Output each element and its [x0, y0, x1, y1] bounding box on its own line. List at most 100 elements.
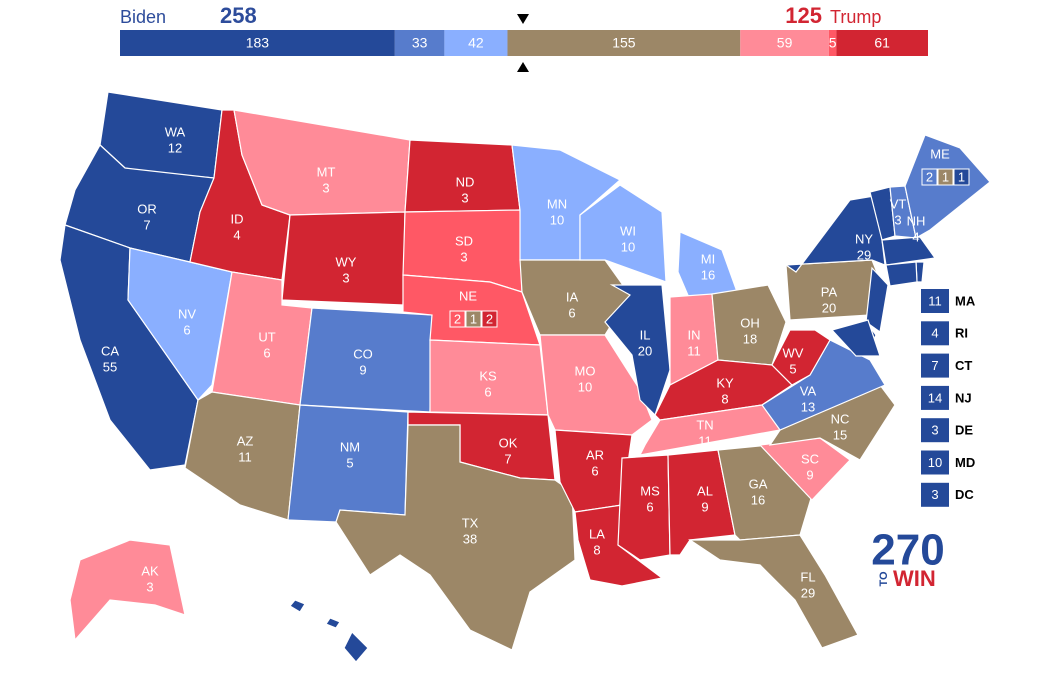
bar-segment: [444, 30, 508, 56]
state-abbr: AZ: [237, 433, 254, 448]
bar-segment: [740, 30, 829, 56]
state-shape: [830, 319, 881, 357]
state-shape: [69, 539, 186, 642]
state-abbr: KY: [716, 375, 734, 390]
states: [59, 91, 991, 663]
marker-top: [517, 14, 529, 24]
district-ev: 2: [486, 311, 493, 326]
state-abbr: SC: [801, 451, 819, 466]
state-ev: 29: [801, 585, 815, 600]
state-abbr: IA: [566, 289, 579, 304]
state-abbr: NM: [340, 439, 360, 454]
bar-segment: [120, 30, 395, 56]
state-abbr: CA: [101, 343, 119, 358]
state-abbr: ND: [456, 174, 475, 189]
bar-label: 33: [412, 35, 428, 51]
state-abbr: AL: [697, 483, 713, 498]
state-ev: 4: [318, 653, 325, 668]
state-abbr: IL: [640, 327, 651, 342]
state-shape: [688, 534, 859, 649]
state-abbr: NH: [907, 213, 926, 228]
small-state-ev: 10: [928, 455, 942, 470]
state-ev: 11: [698, 433, 712, 448]
bar-segment: [394, 30, 445, 56]
state-abbr: OH: [740, 315, 760, 330]
state-abbr: OK: [499, 435, 518, 450]
state-abbr: VA: [800, 383, 817, 398]
state-abbr: VT: [890, 196, 907, 211]
small-state-box: [921, 482, 949, 507]
rep-name: Trump: [830, 7, 881, 27]
state-shape: [579, 184, 667, 283]
small-state-box: [921, 450, 949, 475]
small-state-ev: 11: [928, 293, 942, 308]
state-ev: 7: [504, 451, 511, 466]
small-state-abbr: RI: [955, 326, 968, 341]
state-abbr: CO: [353, 346, 373, 361]
state-abbr: MT: [317, 164, 336, 179]
district-box: [953, 168, 970, 186]
state-ev: 10: [621, 239, 635, 254]
state-ev: 38: [463, 531, 477, 546]
logo-to: TO: [878, 571, 890, 587]
small-state-box: [921, 385, 949, 410]
state-ev: 6: [646, 499, 653, 514]
state-abbr: WV: [783, 345, 804, 360]
bar-label: 59: [777, 35, 793, 51]
bar-segment: [507, 30, 741, 56]
rep-total: 125: [785, 3, 822, 28]
district-box: [449, 310, 466, 328]
state-ev: 3: [146, 579, 153, 594]
small-state-box: [921, 321, 949, 346]
state-shape: [539, 334, 653, 436]
state-shape: [617, 454, 671, 561]
small-state-abbr: DC: [955, 487, 974, 502]
state-abbr: TX: [462, 515, 479, 530]
state-shape: [335, 424, 576, 651]
state-abbr: MS: [640, 483, 660, 498]
state-shape: [343, 630, 369, 663]
state-shape: [325, 617, 341, 629]
state-ev: 11: [238, 449, 252, 464]
state-abbr: NY: [855, 231, 873, 246]
state-abbr: AR: [586, 447, 604, 462]
bar-label: 155: [612, 35, 636, 51]
marker-bottom: [517, 62, 529, 72]
state-ev: 7: [143, 217, 150, 232]
state-ev: 11: [687, 343, 701, 358]
state-abbr: WY: [336, 254, 357, 269]
state-shape: [711, 284, 787, 366]
state-shape: [604, 284, 671, 417]
state-shape: [881, 236, 937, 266]
state-abbr: ID: [231, 211, 244, 226]
state-ev: 6: [183, 322, 190, 337]
small-state-list: 11 MA 4 RI 7 CT 14 NJ 3 DE 10 MD 3 DC: [921, 289, 976, 507]
state-ev: 8: [593, 542, 600, 557]
small-state-ev: 3: [931, 487, 938, 502]
state-ev: 9: [359, 362, 366, 377]
state-abbr: WI: [620, 223, 636, 238]
district-ev: 1: [958, 169, 965, 184]
dem-name: Biden: [120, 7, 166, 27]
state-ev: 20: [822, 300, 836, 315]
small-state-abbr: NJ: [955, 390, 972, 405]
district-ev: 1: [942, 169, 949, 184]
small-state-box: [921, 289, 949, 313]
state-ev: 8: [721, 391, 728, 406]
small-state-box: [921, 353, 949, 378]
district-box: [465, 310, 482, 328]
state-ev: 9: [806, 467, 813, 482]
state-ev: 3: [460, 249, 467, 264]
state-abbr: GA: [749, 476, 768, 491]
state-ev: 3: [461, 190, 468, 205]
state-abbr: NE: [459, 288, 477, 303]
state-abbr: IN: [688, 327, 701, 342]
state-abbr: FL: [800, 569, 815, 584]
small-state-box: [921, 418, 949, 443]
state-ev: 55: [103, 359, 117, 374]
state-shape: [771, 329, 831, 386]
state-ev: 6: [263, 345, 270, 360]
state-shape: [885, 261, 918, 287]
state-abbr: UT: [258, 329, 275, 344]
